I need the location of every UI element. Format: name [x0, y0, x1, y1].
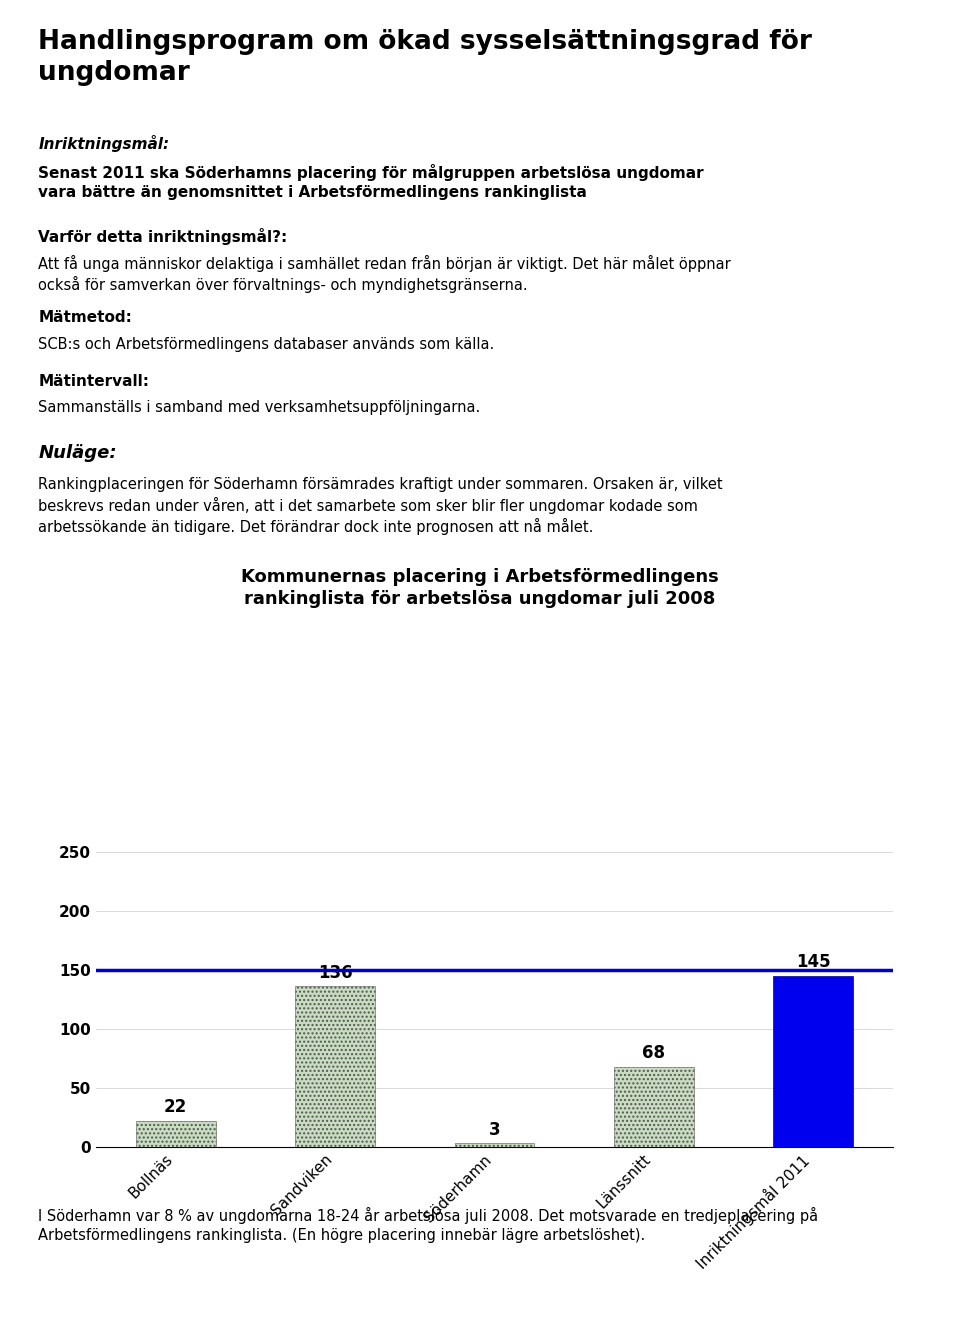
- Text: Att få unga människor delaktiga i samhället redan från början är viktigt. Det hä: Att få unga människor delaktiga i samhäl…: [38, 255, 732, 293]
- Text: Mätmetod:: Mätmetod:: [38, 310, 132, 325]
- Bar: [455, 1143, 534, 1147]
- Text: Nuläge:: Nuläge:: [38, 444, 117, 463]
- Text: I Söderhamn var 8 % av ungdomarna 18-24 år arbetslösa juli 2008. Det motsvarade : I Söderhamn var 8 % av ungdomarna 18-24 …: [38, 1207, 819, 1244]
- Bar: [774, 976, 853, 1147]
- Text: 3: 3: [489, 1120, 500, 1139]
- Text: Varför detta inriktningsmål?:: Varför detta inriktningsmål?:: [38, 228, 288, 245]
- Text: 136: 136: [318, 964, 352, 981]
- Text: 145: 145: [796, 953, 830, 971]
- Text: Senast 2011 ska Söderhamns placering för målgruppen arbetslösa ungdomar
vara bät: Senast 2011 ska Söderhamns placering för…: [38, 164, 704, 200]
- Text: Handlingsprogram om ökad sysselsättningsgrad för
ungdomar: Handlingsprogram om ökad sysselsättnings…: [38, 29, 812, 86]
- Bar: [614, 1066, 694, 1147]
- Text: 68: 68: [642, 1044, 665, 1062]
- Text: SCB:s och Arbetsförmedlingens databaser används som källa.: SCB:s och Arbetsförmedlingens databaser …: [38, 337, 494, 351]
- Text: 22: 22: [164, 1098, 187, 1116]
- Text: Rankingplaceringen för Söderhamn försämrades kraftigt under sommaren. Orsaken är: Rankingplaceringen för Söderhamn försämr…: [38, 477, 723, 534]
- Text: Sammanställs i samband med verksamhetsuppföljningarna.: Sammanställs i samband med verksamhetsup…: [38, 400, 481, 415]
- Text: Kommunernas placering i Arbetsförmedlingens
rankinglista för arbetslösa ungdomar: Kommunernas placering i Arbetsförmedling…: [241, 568, 719, 607]
- Text: Inriktningsmål:: Inriktningsmål:: [38, 135, 170, 152]
- Bar: [296, 987, 375, 1147]
- Bar: [136, 1120, 215, 1147]
- Text: Mätintervall:: Mätintervall:: [38, 374, 150, 389]
